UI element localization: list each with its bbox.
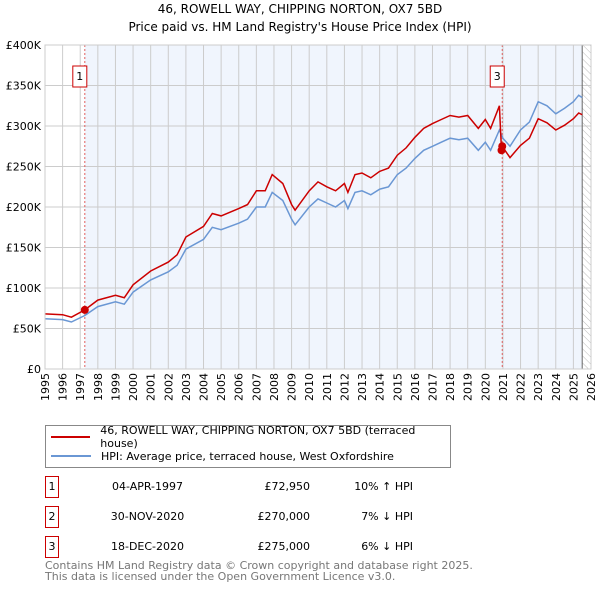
legend-label-hpi: HPI: Average price, terraced house, West… [101,449,394,463]
x-tick-label: 2019 [462,373,475,401]
y-tick-label: £150K [6,242,42,255]
x-tick-label: 2026 [585,373,598,401]
y-tick-label: £350K [6,80,42,93]
y-tick-label: £100K [6,282,42,295]
y-tick-label: £50K [13,323,42,336]
legend-swatch-red [51,436,91,438]
x-tick-label: 2016 [409,373,422,401]
transaction-row: 2 30-NOV-2020 £270,000 7% ↓ HPI [45,506,445,528]
transaction-date: 30-NOV-2020 [110,510,185,523]
x-tick-label: 2006 [233,373,246,401]
x-tick-label: 2007 [250,373,263,401]
transaction-hpi: 6% ↓ HPI [361,540,413,553]
legend-item-hpi: HPI: Average price, terraced house, West… [51,448,394,464]
y-tick-label: £200K [6,201,42,214]
x-tick-label: 1995 [39,373,52,401]
x-tick-label: 2014 [374,373,387,401]
transaction-number: 3 [45,536,59,558]
x-tick-label: 2025 [567,373,580,401]
x-tick-label: 2018 [444,373,457,401]
transaction-row: 1 04-APR-1997 £72,950 10% ↑ HPI [45,476,445,498]
x-tick-label: 2011 [321,373,334,401]
x-tick-label: 2005 [215,373,228,401]
transaction-date: 18-DEC-2020 [110,540,185,553]
plot-border [44,44,592,370]
chart-legend: 46, ROWELL WAY, CHIPPING NORTON, OX7 5BD… [45,424,451,468]
transaction-date: 04-APR-1997 [111,480,184,493]
legend-swatch-blue [51,455,91,457]
x-tick-label: 2009 [286,373,299,401]
y-tick-label: £400K [6,39,42,52]
x-tick-label: 1999 [109,373,122,401]
transaction-number: 1 [45,476,59,498]
x-tick-label: 2013 [356,373,369,401]
legend-label-property: 46, ROWELL WAY, CHIPPING NORTON, OX7 5BD… [100,424,416,450]
footer: Contains HM Land Registry data © Crown c… [45,560,473,582]
transaction-hpi: 7% ↓ HPI [361,510,413,523]
x-tick-label: 2012 [338,373,351,401]
legend-item-property: 46, ROWELL WAY, CHIPPING NORTON, OX7 5BD… [51,424,450,450]
x-tick-label: 1997 [74,373,87,401]
annotation-box [489,65,505,88]
chart-title: 46, ROWELL WAY, CHIPPING NORTON, OX7 5BD [157,2,443,16]
x-tick-label: 2023 [532,373,545,401]
x-tick-label: 2010 [303,373,316,401]
y-tick-label: £300K [6,120,42,133]
y-tick-label: £0 [27,363,41,376]
transaction-price: £270,000 [257,510,311,523]
x-tick-label: 2017 [426,373,439,401]
x-tick-label: 2020 [479,373,492,401]
x-tick-label: 2024 [550,373,563,401]
transaction-row: 3 18-DEC-2020 £275,000 6% ↓ HPI [45,536,445,558]
transaction-price: £275,000 [257,540,311,553]
x-tick-label: 2004 [198,373,211,401]
sale-point [80,305,89,314]
footer-line: Contains HM Land Registry data © Crown c… [45,559,473,572]
hpi-line [44,94,583,323]
price-chart: £0 £50K £100K £150K £200K £250K £300K £350K £400… [6,39,598,401]
x-tick-label: 2022 [515,373,528,401]
annotation-box [72,65,88,88]
x-tick-label: 2021 [497,373,510,401]
x-tick-label: 1996 [57,373,70,401]
x-tick-label: 2015 [391,373,404,401]
footer-line: This data is licensed under the Open Gov… [45,570,396,583]
annotation-label: 1 [76,70,83,83]
x-tick-label: 2000 [127,373,140,401]
chart-subtitle: Price paid vs. HM Land Registry's House … [128,20,472,34]
x-tick-label: 2001 [145,373,158,401]
sale-point [498,142,507,151]
y-tick-label: £250K [6,161,42,174]
transaction-price: £72,950 [264,480,311,493]
x-tick-label: 2002 [162,373,175,401]
x-tick-label: 2003 [180,373,193,401]
transaction-number: 2 [45,506,59,528]
transaction-hpi: 10% ↑ HPI [354,480,413,493]
annotation-label: 3 [494,70,501,83]
x-tick-label: 2008 [268,373,281,401]
x-tick-label: 1998 [92,373,105,401]
